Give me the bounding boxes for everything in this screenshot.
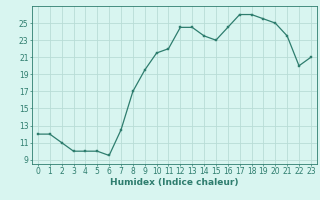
X-axis label: Humidex (Indice chaleur): Humidex (Indice chaleur) bbox=[110, 178, 239, 187]
